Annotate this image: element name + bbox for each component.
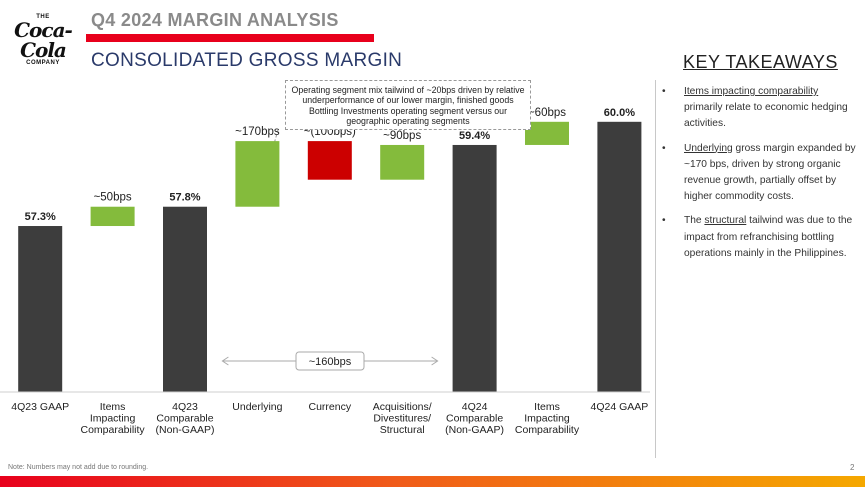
bar-value-label: ~170bps [235,126,280,138]
category-label: 4Q23 Comparable (Non-GAAP) [156,401,215,436]
category-label: Items Impacting Comparability [515,401,580,436]
bullet-icon: • [662,215,666,227]
category-label-line: (Non-GAAP) [156,424,215,436]
key-takeaways-list: • Items impacting comparability primaril… [662,84,858,270]
mix-tailwind-callout: Operating segment mix tailwind of ~20bps… [285,80,531,130]
bottom-gradient-band [0,476,865,487]
increase-bar [525,121,569,145]
category-label: 4Q24 Comparable (Non-GAAP) [445,401,504,436]
bars-layer: 57.3%~50bps 57.8%~170bps ~(100bps) ~90bps 59… [18,107,642,393]
key-takeaways-divider [655,80,656,458]
takeaway-item: • Items impacting comparability primaril… [662,84,858,133]
category-label-line: 4Q23 GAAP [11,401,69,413]
category-label-line: (Non-GAAP) [445,424,504,436]
section-title: Q4 2024 MARGIN ANALYSIS [91,10,339,30]
category-label: 4Q24 GAAP [591,401,649,413]
decrease-bar [307,141,352,180]
category-label-line: Comparable [446,413,503,425]
bullet-icon: • [662,142,666,154]
gross-margin-waterfall-chart: 57.3%~50bps 57.8%~170bps ~(100bps) ~90bps 59… [0,107,650,436]
bar-value-label: ~60bps [528,107,566,119]
logo-script: Coca-Cola [14,18,73,62]
takeaway-item: • Underlying gross margin expanded by ~1… [662,141,858,206]
total-bar [18,226,63,392]
category-label-line: Items [100,401,126,413]
takeaway-keyword: Underlying [684,142,733,154]
category-label-line: Impacting [524,413,570,425]
category-label-line: Comparable [156,413,213,425]
category-label-line: Divestitures/ [373,413,431,425]
increase-bar [235,141,280,207]
bar-value-label: ~50bps [94,192,132,204]
bracket-right-arrow-icon [431,356,439,366]
takeaway-text: gross margin expanded by ~170 bps, drive… [684,142,856,203]
takeaway-item: • The structural tailwind was due to the… [662,213,858,262]
logo-the: THE [36,14,50,20]
bullet-icon: • [662,86,666,97]
bracket-left-arrow-icon [221,356,229,366]
category-label: Acquisitions/Divestitures/Structural [373,401,432,436]
category-label: Currency [308,401,351,413]
coca-cola-logo: THE Coca-Cola COMPANY [8,14,78,66]
bar-value-label: 59.4% [459,130,490,142]
category-label-line: Comparability [515,424,580,436]
page-number: 2 [850,463,855,472]
total-bar [163,206,207,392]
takeaway-text: tailwind was due to the impact from refr… [684,215,853,259]
category-label-line: Currency [308,401,351,413]
category-label-line: Acquisitions/ [373,401,432,413]
category-label: Underlying [232,401,282,413]
category-label: Items Impacting Comparability [80,401,145,436]
slide-title: CONSOLIDATED GROSS MARGIN [91,50,403,71]
bar-value-label: 57.3% [25,211,56,223]
category-labels: 4Q23 GAAP Items Impacting Comparability4Q23… [11,401,648,436]
takeaway-keyword: structural [704,215,747,227]
bracket-label: ~160bps [309,356,352,368]
category-label-line: Comparability [80,424,145,436]
footnote: Note: Numbers may not add due to roundin… [8,464,149,471]
category-label-line: 4Q24 GAAP [591,401,649,413]
category-label: 4Q23 GAAP [11,401,69,413]
total-bar [452,144,497,392]
category-label-line: Items [534,401,560,413]
category-label-line: Underlying [232,401,282,413]
bar-value-label: ~90bps [383,130,421,142]
title-accent-bar [86,34,374,42]
bracket-label-box [295,351,365,371]
bar-value-label: 60.0% [604,107,635,119]
bar-value-label: 57.8% [169,192,200,204]
category-label-line: 4Q24 [462,401,488,413]
total-bar [597,121,642,393]
bracket-layer: ~160bps [221,351,439,371]
takeaway-prefix: The [684,215,705,227]
logo-company: COMPANY [26,60,60,66]
category-label-line: Impacting [90,413,136,425]
takeaway-keyword: Items impacting comparability [684,86,819,97]
takeaway-text: primarily relate to economic hedging act… [684,102,848,130]
increase-bar [380,144,425,180]
increase-bar [90,206,135,227]
category-label-line: 4Q23 [172,401,198,413]
category-label-line: Structural [380,424,425,436]
key-takeaways-title: KEY TAKEAWAYS [683,52,838,72]
